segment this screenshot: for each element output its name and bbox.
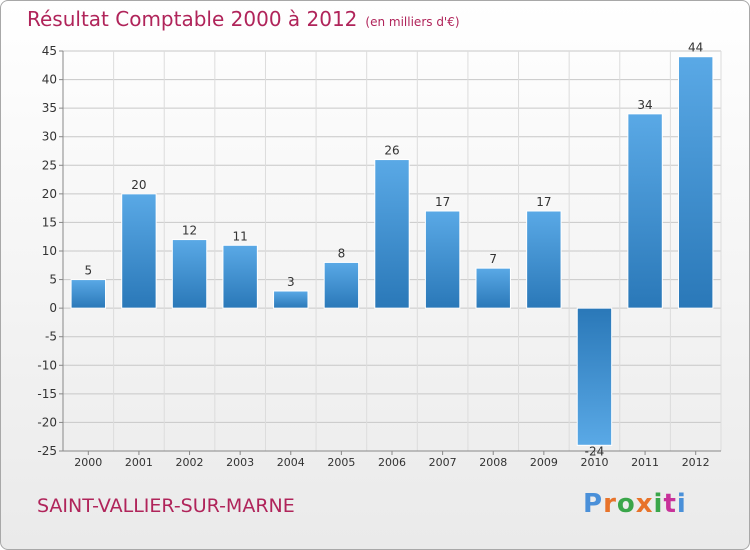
y-tick-labels: -25 -20 -15 -10 -5 0 5 10 15 20 25 30 35 40 45	[37, 44, 57, 458]
data-label-2007: 17	[435, 195, 450, 209]
logo-letter: i	[676, 489, 687, 519]
x-tick-label: 2008	[479, 456, 507, 469]
x-tick-label: 2004	[277, 456, 305, 469]
logo-letter: o	[616, 489, 636, 519]
bar-2012	[677, 56, 714, 309]
data-label-2008: 7	[489, 252, 497, 266]
data-label-2002: 12	[182, 224, 197, 238]
logo-letter: r	[603, 489, 617, 519]
logo-letter: x	[635, 489, 654, 519]
bar-2009	[526, 210, 562, 309]
logo-letter: i	[653, 489, 664, 519]
y-tick-label: 40	[42, 73, 57, 87]
bar-2005	[323, 261, 360, 309]
y-tick-label: -25	[37, 444, 57, 458]
x-tick-label: 2006	[378, 456, 406, 469]
data-label-2011: 34	[637, 98, 652, 112]
y-tick-label: 15	[42, 215, 57, 229]
data-label-2003: 11	[233, 229, 248, 243]
y-tick-label: -5	[45, 330, 57, 344]
bar-2003	[222, 244, 258, 309]
y-tick-label: 0	[49, 301, 57, 315]
data-labels: 5 20 12 11 3 8 26 17 7 17 -24 34 44	[84, 41, 703, 459]
x-tick-labels: 2000 2001 2002 2003 2004 2005 2006 2007 2008 2009…	[74, 456, 709, 469]
x-tick-label: 2011	[631, 456, 659, 469]
chart-subtitle: (en milliers d'€)	[365, 15, 460, 29]
bar-2002	[171, 239, 208, 309]
bar-2004	[273, 290, 309, 309]
data-label-2009: 17	[536, 195, 551, 209]
proxiti-logo[interactable]: Proxiti	[583, 489, 687, 519]
data-label-2001: 20	[131, 178, 146, 192]
data-label-2012: 44	[688, 41, 703, 55]
bar-2007	[424, 210, 461, 309]
y-tick-label: 10	[42, 244, 57, 258]
axes	[59, 50, 721, 455]
y-tick-label: -10	[37, 358, 57, 372]
x-tick-label: 2007	[429, 456, 457, 469]
bar-2000	[70, 279, 107, 309]
x-tick-label: 2012	[682, 456, 710, 469]
y-tick-label: -15	[37, 387, 57, 401]
y-tick-label: -20	[37, 415, 57, 429]
y-tick-label: 25	[42, 158, 57, 172]
logo-letter: t	[663, 489, 677, 519]
y-tick-label: 30	[42, 130, 57, 144]
bars	[70, 56, 714, 446]
bar-2011	[627, 113, 663, 309]
y-tick-label: 35	[42, 101, 57, 115]
x-tick-label: 2010	[580, 456, 608, 469]
bar-2008	[475, 267, 511, 309]
data-label-2000: 5	[84, 264, 92, 278]
x-tick-label: 2005	[327, 456, 355, 469]
logo-letter: P	[583, 489, 604, 519]
bar-2010	[576, 307, 613, 446]
chart-title: Résultat Comptable 2000 à 2012 (en millie…	[27, 7, 460, 31]
chart-title-text: Résultat Comptable 2000 à 2012	[27, 7, 358, 31]
y-tick-label: 5	[49, 273, 57, 287]
bar-2001	[121, 193, 157, 309]
data-label-2010: -24	[585, 444, 605, 458]
bar-2006	[374, 159, 410, 309]
x-tick-label: 2003	[226, 456, 254, 469]
commune-name: SAINT-VALLIER-SUR-MARNE	[37, 495, 295, 517]
x-tick-label: 2009	[530, 456, 558, 469]
data-label-2005: 8	[338, 246, 346, 260]
data-label-2006: 26	[384, 144, 399, 158]
x-tick-label: 2002	[176, 456, 204, 469]
y-tick-label: 45	[42, 44, 57, 58]
y-tick-label: 20	[42, 187, 57, 201]
x-tick-label: 2000	[74, 456, 102, 469]
data-label-2004: 3	[287, 275, 295, 289]
x-tick-label: 2001	[125, 456, 153, 469]
